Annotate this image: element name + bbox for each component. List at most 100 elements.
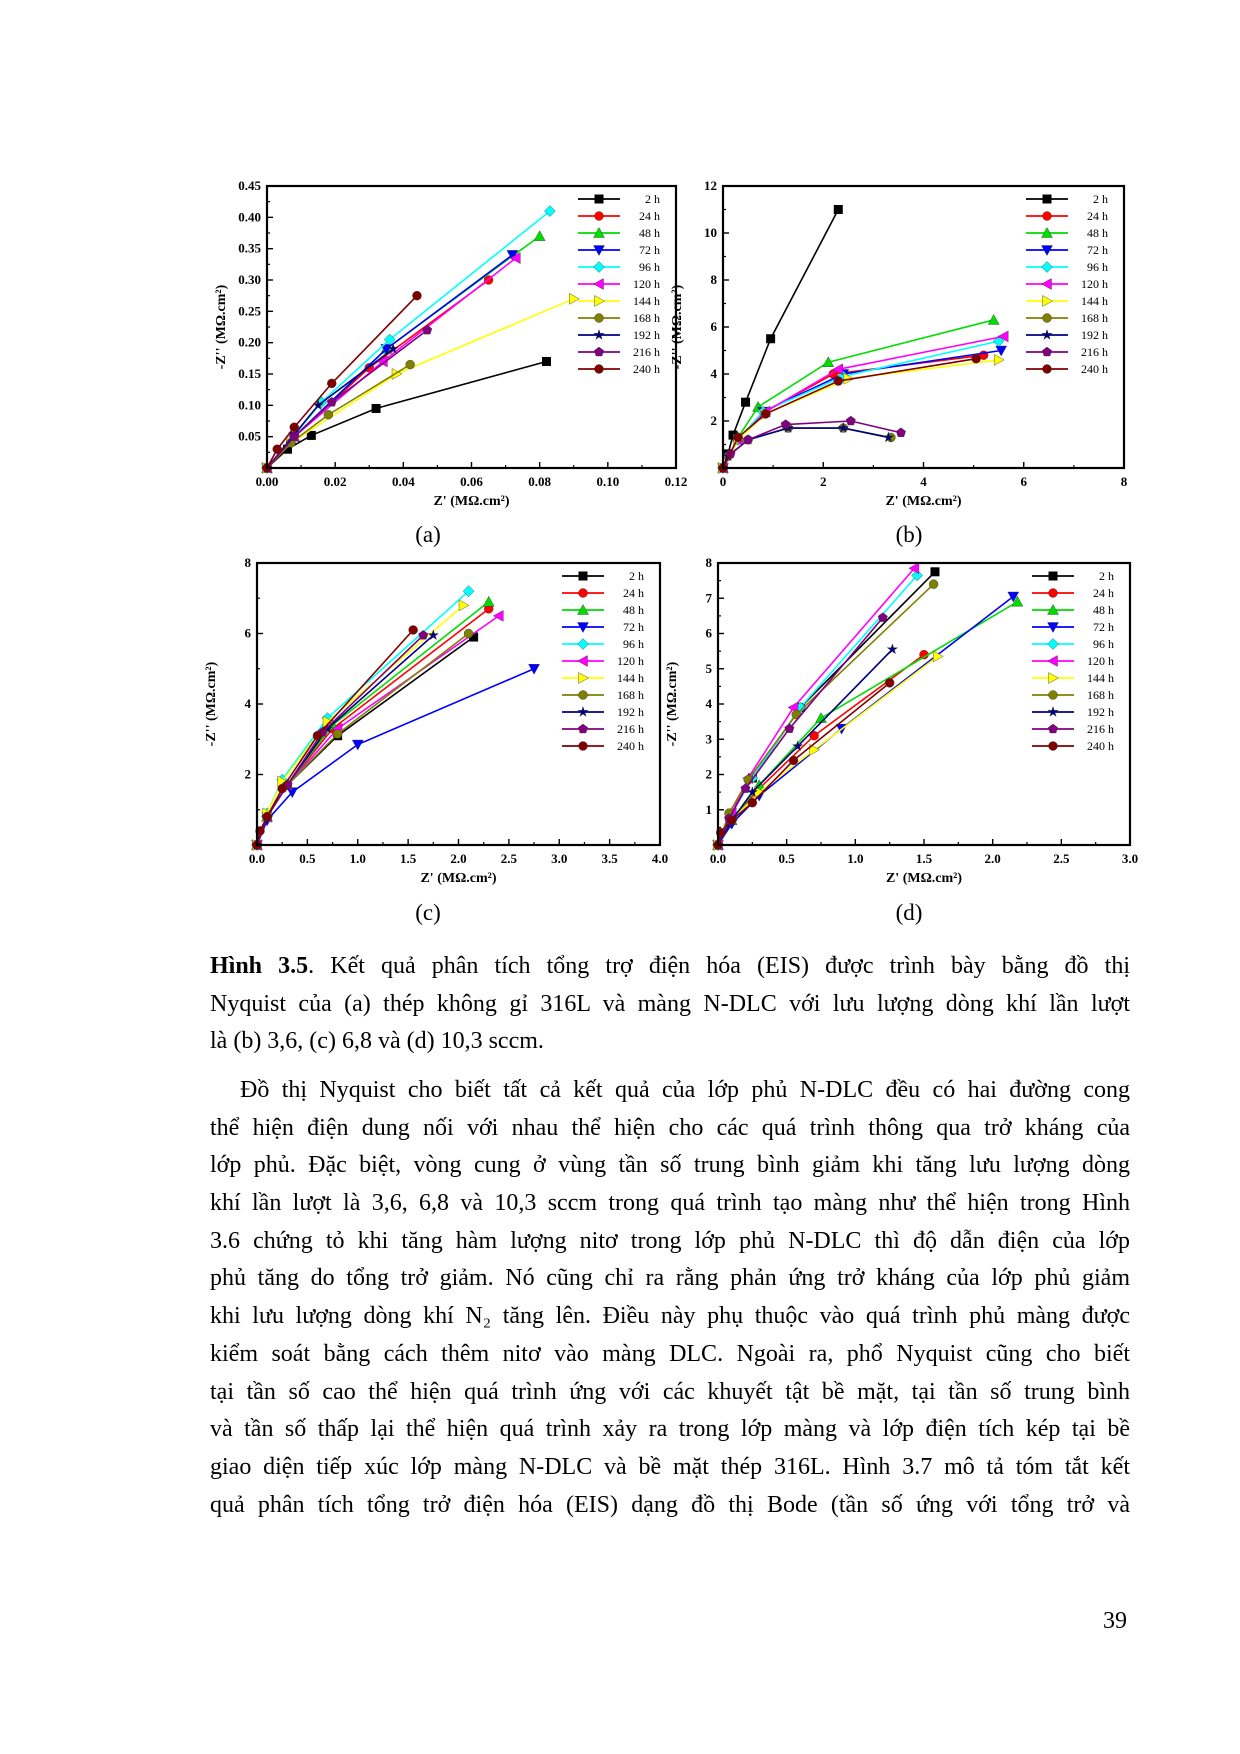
panel-label-c: (c)	[415, 900, 441, 925]
legend-label: 216 h	[617, 722, 644, 736]
legend-item: 72 h	[562, 620, 644, 634]
legend-label: 72 h	[1087, 243, 1108, 257]
legend-marker	[594, 194, 604, 204]
series-line	[722, 319, 994, 469]
legend-item: 168 h	[578, 311, 660, 325]
data-point	[412, 290, 422, 301]
chart-b: 0 2 4 6 8 2 4 6 8 10 12 Z' (MΩ.cm²) -Z'' (MΩ.cm²) 2 h…	[670, 178, 1128, 509]
y-tick-label: 6	[706, 626, 713, 641]
legend: 2 h 24 h 48 h 72 h 96 h 120 h 144 h 168 h 192 h 2…	[562, 569, 644, 753]
data-point	[323, 410, 334, 420]
data-point	[933, 650, 944, 663]
legend-marker	[594, 295, 605, 307]
legend-label: 144 h	[617, 671, 644, 685]
data-point	[463, 628, 474, 639]
legend-item: 2 h	[1026, 192, 1108, 206]
x-tick-label: 0.08	[528, 474, 551, 489]
data-point	[277, 783, 287, 794]
legend-marker	[1048, 723, 1058, 734]
legend-marker	[577, 655, 588, 667]
legend-item: 240 h	[1032, 739, 1114, 753]
y-tick-label: 0.20	[238, 335, 261, 350]
data-point	[462, 585, 475, 597]
data-point	[809, 731, 819, 741]
body-line: khi lưu lượng dòng khí N₂ tăng lên. Điều…	[210, 1303, 1130, 1330]
legend-item: 48 h	[578, 226, 660, 240]
y-tick-label: 0.10	[238, 397, 261, 412]
legend-marker	[1047, 638, 1059, 650]
data-point	[351, 739, 364, 751]
y-tick-label: 2	[706, 767, 713, 782]
x-tick-label: 1.0	[350, 851, 366, 866]
data-point	[408, 625, 418, 635]
legend-marker	[578, 672, 589, 684]
chart-d: 0.0 0.5 1.0 1.5 2.0 2.5 3.0 1 2 3 4 5 6 7 8 Z' (MΩ.cm²)…	[665, 555, 1138, 886]
x-tick-label: 3.0	[551, 851, 567, 866]
y-axis-title: -Z'' (MΩ.cm²)	[665, 661, 680, 746]
data-point	[833, 205, 843, 214]
x-axis-title: Z' (MΩ.cm²)	[886, 871, 962, 886]
y-tick-label: 6	[711, 319, 718, 334]
x-tick-label: 6	[1021, 474, 1028, 489]
data-point	[422, 324, 433, 335]
data-point	[312, 731, 323, 741]
data-point	[272, 444, 282, 454]
legend-item: 144 h	[1032, 671, 1114, 685]
legend-item: 48 h	[562, 603, 644, 617]
y-tick-label: 12	[704, 178, 717, 193]
legend-item: 120 h	[1032, 654, 1114, 668]
y-tick-label: 0.40	[238, 209, 261, 224]
legend-marker	[593, 278, 604, 290]
panel-label-d: (d)	[895, 900, 923, 925]
y-axis-title: -Z'' (MΩ.cm²)	[670, 284, 685, 369]
data-point	[780, 419, 791, 429]
figure-caption: Hình 3.5. Kết quả phân tích tổng trợ điệ…	[210, 948, 1130, 1061]
legend-item: 2 h	[578, 192, 660, 206]
series-120h	[261, 252, 521, 474]
legend-label: 216 h	[1081, 345, 1108, 359]
x-tick-label: 0.0	[710, 851, 726, 866]
legend-label: 48 h	[1093, 603, 1114, 617]
series-line	[266, 279, 490, 469]
legend-item: 48 h	[1032, 603, 1114, 617]
y-tick-label: 5	[706, 661, 713, 676]
legend-label: 168 h	[633, 311, 660, 325]
legend-marker	[1041, 278, 1052, 290]
legend-marker	[1048, 741, 1058, 751]
legend-marker	[578, 571, 588, 581]
legend-label: 2 h	[1093, 192, 1108, 206]
body-line: lớp phủ. Đặc biệt, vòng cung ở vùng tần …	[210, 1152, 1130, 1179]
data-point	[289, 431, 300, 441]
y-tick-label: 10	[704, 225, 717, 240]
legend-marker	[594, 346, 604, 357]
data-point	[741, 397, 751, 407]
legend-item: 216 h	[562, 722, 644, 736]
x-tick-label: 8	[1121, 474, 1128, 489]
y-tick-label: 0.35	[238, 241, 261, 256]
legend-item: 72 h	[578, 243, 660, 257]
data-point	[845, 415, 856, 426]
data-point	[809, 743, 821, 756]
y-tick-label: 7	[706, 590, 713, 605]
body-line: và tần số thấp lại thể hiện quá trình xả…	[210, 1416, 1130, 1443]
y-tick-label: 0.05	[238, 429, 261, 444]
legend-item: 144 h	[562, 671, 644, 685]
caption-label: Hình 3.5	[210, 953, 309, 979]
legend-marker	[578, 741, 588, 751]
body-paragraph: Đồ thị Nyquist cho biết tất cả kết quả c…	[210, 1072, 1130, 1524]
legend-label: 120 h	[617, 654, 644, 668]
series-line	[722, 427, 889, 469]
series-72h	[261, 250, 519, 474]
x-tick-label: 0.06	[460, 474, 483, 489]
series-240h	[718, 354, 981, 473]
legend-marker	[1041, 328, 1053, 340]
legend-item: 240 h	[562, 739, 644, 753]
series-120h	[717, 330, 1009, 474]
body-line: kiểm soát bằng cách thêm nitơ vào màng D…	[210, 1340, 1130, 1367]
legend-marker	[593, 328, 605, 340]
legend-label: 24 h	[623, 586, 644, 600]
x-tick-label: 0.5	[779, 851, 796, 866]
data-point	[332, 729, 343, 739]
legend-marker	[578, 690, 588, 700]
